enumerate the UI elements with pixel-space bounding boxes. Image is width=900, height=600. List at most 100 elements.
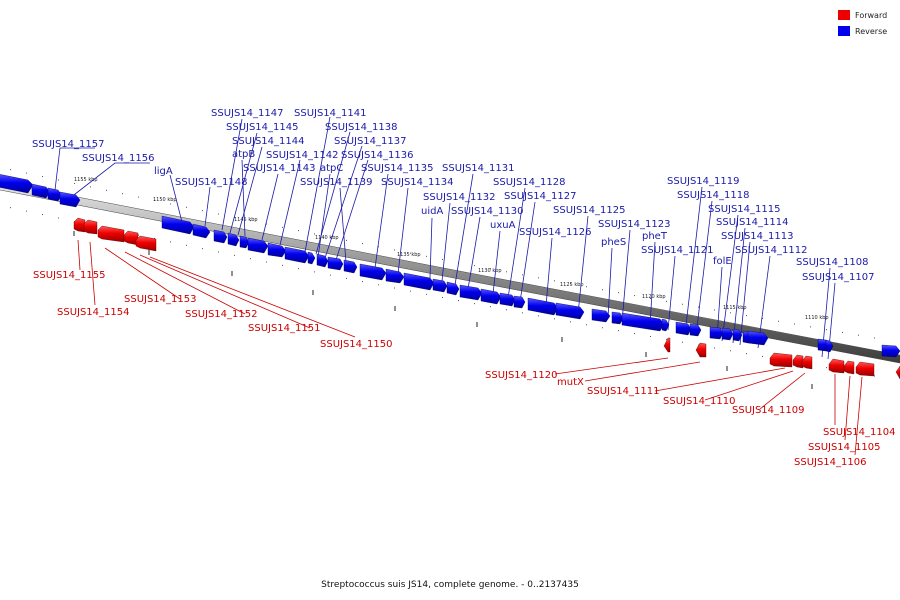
- gene-arrow[interactable]: [192, 223, 211, 239]
- gene-label[interactable]: SSUJS14_1154: [57, 307, 130, 318]
- gene-arrow[interactable]: [480, 288, 502, 305]
- gene-label[interactable]: SSUJS14_1115: [708, 204, 781, 215]
- gene-label[interactable]: SSUJS14_1105: [808, 442, 881, 453]
- gene-label[interactable]: SSUJS14_1138: [325, 122, 398, 133]
- gene-label[interactable]: SSUJS14_1141: [294, 108, 367, 119]
- gene-label[interactable]: SSUJS14_1128: [493, 177, 566, 188]
- gene-label[interactable]: SSUJS14_1127: [504, 191, 577, 202]
- gene-arrow[interactable]: [327, 256, 344, 271]
- gene-arrow[interactable]: [792, 354, 804, 369]
- gene-arrow[interactable]: [83, 219, 98, 235]
- gene-arrow[interactable]: [527, 297, 559, 316]
- gene-arrow[interactable]: [385, 268, 405, 284]
- gene-arrow[interactable]: [446, 281, 460, 296]
- gene-arrow[interactable]: [59, 191, 81, 208]
- gene-label[interactable]: uxuA: [490, 220, 516, 231]
- gene-label[interactable]: SSUJS14_1106: [794, 457, 867, 468]
- gene-arrow[interactable]: [307, 251, 316, 265]
- gene-arrow[interactable]: [828, 358, 845, 374]
- gene-arrow[interactable]: [611, 311, 624, 325]
- gene-label[interactable]: SSUJS14_1110: [663, 396, 736, 407]
- gene-arrow[interactable]: [721, 327, 734, 341]
- gene-label[interactable]: SSUJS14_1147: [211, 108, 284, 119]
- gene-arrow[interactable]: [555, 302, 585, 320]
- gene-label[interactable]: SSUJS14_1131: [442, 163, 515, 174]
- gene-arrow[interactable]: [769, 352, 793, 368]
- gene-label[interactable]: SSUJS14_1150: [320, 339, 393, 350]
- gene-label[interactable]: SSUJS14_1109: [732, 405, 805, 416]
- gene-label[interactable]: uidA: [421, 206, 443, 217]
- gene-label[interactable]: SSUJS14_1125: [553, 205, 626, 216]
- gene-arrow[interactable]: [675, 321, 692, 336]
- gene-label[interactable]: SSUJS14_1108: [796, 257, 869, 268]
- gene-arrow[interactable]: [843, 360, 855, 375]
- gene-arrow[interactable]: [732, 328, 743, 342]
- gene-label[interactable]: SSUJS14_1121: [641, 245, 714, 256]
- gene-arrow[interactable]: [513, 295, 526, 309]
- gene-arrow[interactable]: [161, 215, 195, 235]
- gene-arrow[interactable]: [747, 330, 769, 346]
- gene-label[interactable]: SSUJS14_1148: [175, 177, 248, 188]
- gene-arrow[interactable]: [213, 229, 228, 244]
- gene-arrow[interactable]: [591, 308, 611, 323]
- gene-arrow[interactable]: [689, 323, 702, 337]
- gene-arrow[interactable]: [316, 253, 329, 268]
- gene-label[interactable]: SSUJS14_1118: [677, 190, 750, 201]
- gene-arrow[interactable]: [0, 174, 34, 194]
- gene-arrow[interactable]: [403, 272, 435, 291]
- gene-label[interactable]: SSUJS14_1123: [598, 219, 671, 230]
- gene-label[interactable]: SSUJS14_1120: [485, 370, 558, 381]
- gene-label[interactable]: SSUJS14_1157: [32, 139, 105, 150]
- gene-arrow[interactable]: [801, 355, 813, 370]
- gene-label[interactable]: SSUJS14_1142: [266, 150, 339, 161]
- gene-arrow[interactable]: [343, 259, 358, 274]
- gene-label[interactable]: SSUJS14_1119: [667, 176, 740, 187]
- gene-label[interactable]: SSUJS14_1126: [519, 227, 592, 238]
- gene-arrow[interactable]: [499, 292, 516, 307]
- gene-label[interactable]: SSUJS14_1144: [232, 136, 305, 147]
- gene-label[interactable]: SSUJS14_1155: [33, 270, 106, 281]
- gene-arrow[interactable]: [359, 263, 387, 281]
- gene-arrow[interactable]: [432, 278, 448, 293]
- gene-arrow[interactable]: [227, 232, 240, 247]
- gene-label[interactable]: SSUJS14_1156: [82, 153, 155, 164]
- gene-label[interactable]: SSUJS14_1152: [185, 309, 258, 320]
- gene-label[interactable]: SSUJS14_1107: [802, 272, 875, 283]
- gene-label[interactable]: SSUJS14_1113: [721, 231, 794, 242]
- gene-label[interactable]: SSUJS14_1151: [248, 323, 321, 334]
- gene-arrow[interactable]: [709, 326, 724, 340]
- gene-label[interactable]: pheS: [601, 237, 626, 248]
- gene-label[interactable]: SSUJS14_1137: [334, 136, 407, 147]
- gene-arrow[interactable]: [97, 225, 125, 243]
- gene-arrow[interactable]: [73, 217, 86, 233]
- gene-label[interactable]: atpB: [232, 149, 255, 160]
- gene-label[interactable]: pheT: [642, 231, 668, 242]
- gene-label[interactable]: folE: [713, 256, 732, 267]
- gene-label[interactable]: atpC: [320, 163, 343, 174]
- gene-arrow[interactable]: [135, 235, 157, 252]
- gene-label[interactable]: SSUJS14_1111: [587, 386, 660, 397]
- gene-label[interactable]: SSUJS14_1134: [381, 177, 454, 188]
- gene-label[interactable]: SSUJS14_1130: [451, 206, 524, 217]
- gene-arrow[interactable]: [895, 365, 900, 380]
- gene-label[interactable]: SSUJS14_1143: [243, 163, 316, 174]
- gene-arrow[interactable]: [247, 237, 269, 254]
- gene-label[interactable]: ligA: [154, 166, 173, 177]
- gene-label[interactable]: SSUJS14_1136: [341, 150, 414, 161]
- gene-arrow[interactable]: [661, 318, 670, 332]
- gene-arrow[interactable]: [825, 339, 834, 353]
- gene-arrow[interactable]: [695, 342, 707, 358]
- gene-label[interactable]: SSUJS14_1132: [423, 192, 496, 203]
- gene-arrow[interactable]: [855, 361, 875, 377]
- gene-label[interactable]: SSUJS14_1112: [735, 245, 808, 256]
- gene-arrow[interactable]: [284, 246, 310, 264]
- gene-label[interactable]: SSUJS14_1135: [361, 163, 434, 174]
- gene-label[interactable]: mutX: [557, 377, 584, 388]
- gene-arrow[interactable]: [459, 284, 483, 301]
- gene-label[interactable]: SSUJS14_1114: [716, 217, 789, 228]
- gene-arrow[interactable]: [881, 344, 900, 358]
- gene-arrow[interactable]: [267, 242, 287, 258]
- gene-label[interactable]: SSUJS14_1153: [124, 294, 197, 305]
- gene-label[interactable]: SSUJS14_1139: [300, 177, 373, 188]
- gene-label[interactable]: SSUJS14_1104: [823, 427, 896, 438]
